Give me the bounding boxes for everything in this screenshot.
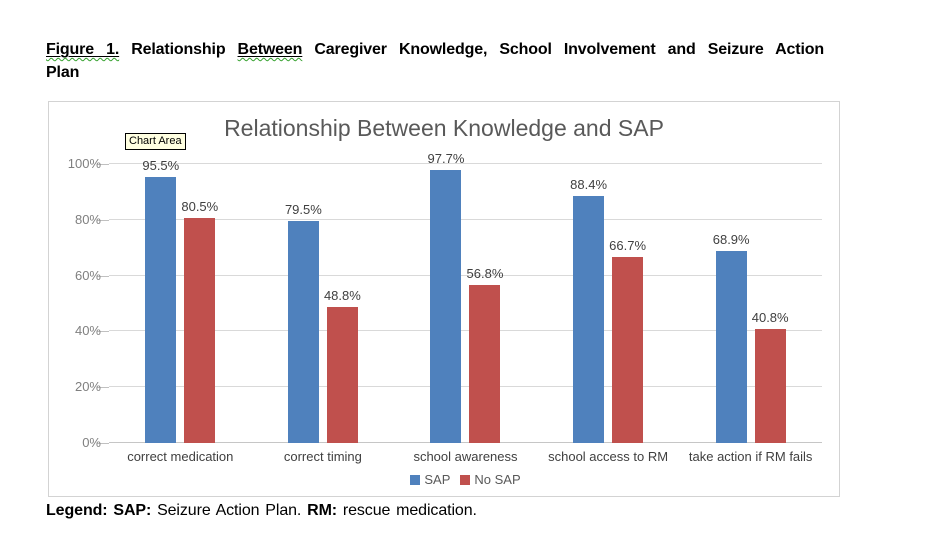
category-axis: correct medication correct timing school a… — [109, 449, 822, 464]
legend-swatch — [410, 474, 421, 485]
legend-swatch — [460, 474, 471, 485]
gridline — [109, 274, 822, 276]
bar-no-sap[interactable]: 40.8% — [752, 310, 789, 443]
figure-caption-text-rest: Caregiver Knowledge, School Involvement … — [302, 41, 824, 58]
chart-object[interactable]: Relationship Between Knowledge and SAP C… — [48, 101, 840, 497]
plot-area: 95.5% 80.5% 79.5% 48.8% 97.7% 56.8% 88.4% 66.7%… — [109, 151, 822, 443]
figure-number-underlined: Figure 1. — [46, 41, 119, 58]
y-axis-tick — [97, 164, 109, 165]
bar-group: 88.4% 66.7% — [537, 164, 680, 443]
y-axis-label: 100% — [67, 156, 101, 171]
bar-value-label: 97.7% — [427, 151, 465, 167]
y-axis-tick — [97, 220, 109, 221]
category-label: school awareness — [413, 449, 518, 464]
legend-item[interactable]: SAP — [410, 472, 450, 487]
bar-no-sap[interactable]: 66.7% — [609, 238, 646, 443]
y-axis-tick — [97, 276, 109, 277]
y-axis-label: 20% — [74, 379, 101, 394]
bar-value-label: 66.7% — [609, 237, 647, 253]
bar-sap[interactable]: 79.5% — [285, 202, 322, 443]
y-axis-label: 0% — [82, 435, 101, 450]
chart-legend: SAP No SAP — [109, 472, 822, 487]
gridline — [109, 386, 822, 388]
bar-sap[interactable]: 97.7% — [428, 151, 464, 443]
y-axis-label: 60% — [74, 268, 101, 283]
figure-caption: Figure 1. Relationship Between Caregiver… — [46, 38, 824, 84]
bar-no-sap[interactable]: 48.8% — [324, 288, 361, 443]
chart-title: Relationship Between Knowledge and SAP — [224, 115, 664, 141]
bar-value-label: 79.5% — [284, 202, 322, 218]
y-axis-tick — [97, 387, 109, 388]
bar-value-label: 68.9% — [712, 231, 750, 247]
y-axis-tick — [97, 331, 109, 332]
legend-label: No SAP — [474, 472, 521, 487]
bar-group: 97.7% 56.8% — [394, 151, 537, 443]
figure-caption-line1: Figure 1. Relationship Between Caregiver… — [46, 38, 824, 61]
bar-no-sap[interactable]: 80.5% — [181, 199, 218, 443]
category-label: correct timing — [283, 449, 362, 464]
bar-value-label: 48.8% — [323, 287, 361, 303]
bar-value-label: 88.4% — [570, 177, 608, 193]
gridline — [109, 330, 822, 332]
legend-note-sap-label: SAP: — [107, 502, 152, 519]
chart-area-tooltip: Chart Area — [125, 133, 186, 150]
y-axis-tick — [97, 443, 109, 444]
grammar-squiggle-between: Between — [237, 41, 303, 58]
y-axis-label: 40% — [74, 323, 101, 338]
legend-note: Legend: SAP: Seizure Action Plan. RM: re… — [46, 502, 477, 520]
legend-note-rm-label: RM: — [307, 502, 338, 519]
category-label: take action if RM fails — [688, 449, 813, 464]
bar-sap[interactable]: 88.4% — [570, 177, 607, 443]
category-label: correct medication — [127, 449, 234, 464]
between-underlined: Between — [238, 41, 303, 58]
bar-value-label: 95.5% — [142, 157, 180, 173]
figure-caption-line2: Plan — [46, 64, 80, 81]
bar-no-sap[interactable]: 56.8% — [467, 266, 503, 443]
gridline — [109, 442, 822, 443]
bar-group: 95.5% 80.5% — [109, 158, 252, 443]
bar-sap[interactable]: 95.5% — [142, 158, 179, 443]
legend-note-rm-text: rescue medication. — [337, 502, 477, 519]
grammar-squiggle-figure: Figure 1. — [46, 41, 120, 58]
bar-groups: 95.5% 80.5% 79.5% 48.8% 97.7% 56.8% 88.4% 66.7%… — [109, 151, 822, 443]
bar-value-label: 40.8% — [751, 310, 789, 326]
legend-label: SAP — [424, 472, 451, 487]
y-axis-label: 80% — [74, 212, 101, 227]
category-label: school access to RM — [548, 449, 669, 464]
legend-note-label: Legend: — [46, 502, 108, 519]
legend-item[interactable]: No SAP — [460, 472, 521, 487]
gridline — [109, 163, 822, 164]
bar-group: 79.5% 48.8% — [252, 164, 395, 443]
bar-sap[interactable]: 68.9% — [713, 232, 750, 443]
bar-value-label: 80.5% — [181, 199, 219, 215]
bar-value-label: 56.8% — [466, 265, 504, 281]
bar-group: 68.9% 40.8% — [679, 164, 822, 443]
legend-note-sap-text: Seizure Action Plan. — [151, 502, 308, 519]
figure-caption-text: Relationship — [119, 41, 238, 58]
gridline — [109, 218, 822, 220]
